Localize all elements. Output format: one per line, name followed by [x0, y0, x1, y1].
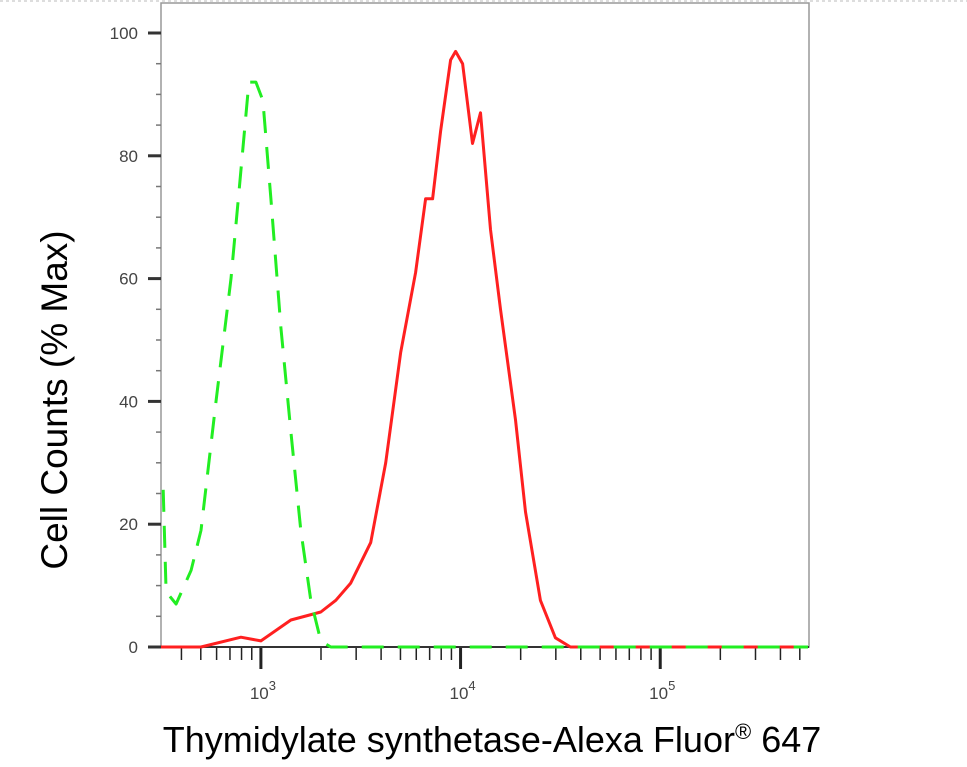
- x-tick-label: 105: [649, 678, 675, 703]
- y-tick-label: 100: [110, 24, 138, 43]
- y-axis: 0 20 40 60 80 100: [110, 24, 161, 657]
- x-tick-label: 103: [250, 678, 276, 703]
- series-lines: [161, 49, 808, 649]
- x-tick-label: 104: [449, 678, 475, 703]
- y-tick-label: 0: [129, 638, 138, 657]
- control-series-line: [161, 80, 808, 649]
- x-axis: 103 104 105: [148, 646, 809, 703]
- y-tick-label: 40: [119, 392, 138, 411]
- x-axis-label: Thymidylate synthetase-Alexa Fluor® 647: [163, 719, 822, 761]
- plot-frame: [160, 2, 810, 648]
- y-axis-label: Cell Counts (% Max): [34, 230, 75, 570]
- x-axis-label-suffix: 647: [751, 719, 822, 760]
- registered-mark: ®: [734, 719, 752, 744]
- x-axis-label-text: Thymidylate synthetase-Alexa Fluor: [162, 719, 735, 760]
- sample-series-line: [161, 49, 808, 649]
- y-tick-label: 80: [119, 147, 138, 166]
- y-tick-label: 20: [119, 515, 138, 534]
- y-tick-label: 60: [119, 270, 138, 289]
